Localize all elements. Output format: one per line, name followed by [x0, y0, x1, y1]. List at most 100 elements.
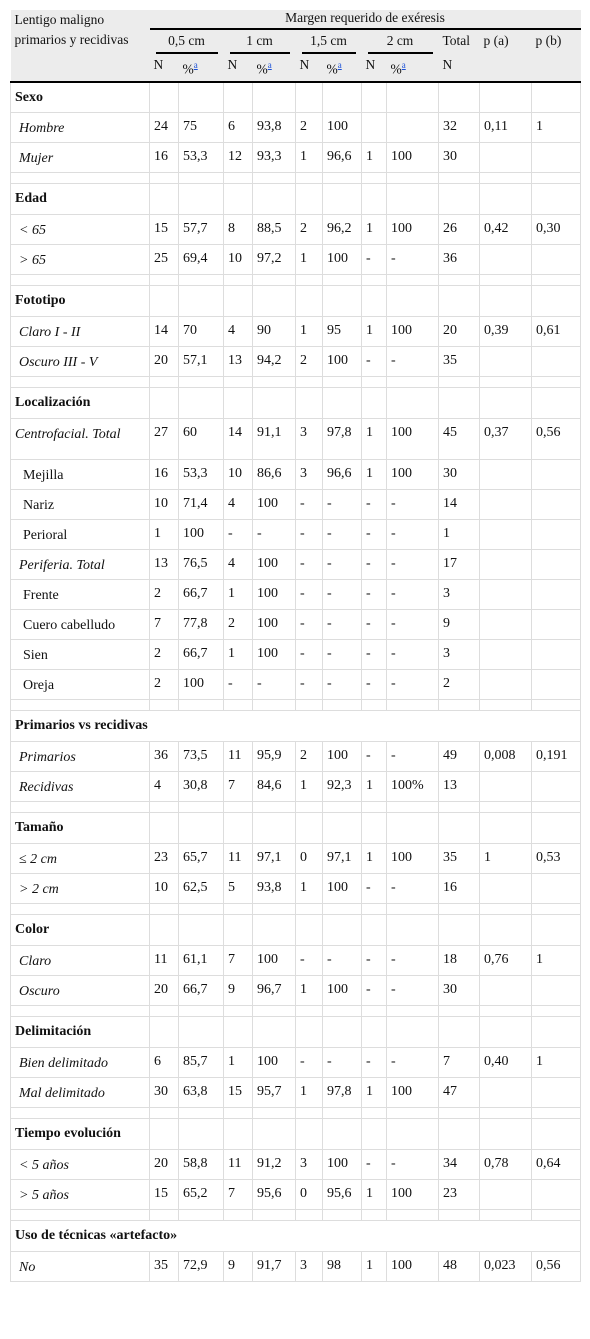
- row-label: Periferia. Total: [10, 549, 150, 580]
- cell-p-b: [531, 873, 582, 904]
- footnote-link[interactable]: a: [267, 60, 272, 70]
- spacer-cell: [361, 903, 387, 915]
- subheader-pb-empty: [531, 54, 581, 83]
- cell-total-n: 30: [438, 975, 480, 1006]
- subheader-total-n: N: [438, 54, 480, 83]
- cell-n-05: 14: [149, 316, 179, 347]
- empty-cell: [223, 81, 253, 113]
- cell-total-n: 26: [438, 214, 480, 245]
- section-header-row: Primarios vs recidivas: [9, 710, 582, 742]
- empty-cell: [223, 1118, 253, 1150]
- spacer-cell: [361, 172, 387, 184]
- empty-cell: [322, 812, 362, 844]
- section-spacer: [10, 172, 582, 184]
- empty-cell: [252, 1016, 296, 1048]
- cell-pct-05: 57,7: [178, 214, 224, 245]
- cell-pct-15: -: [322, 1047, 362, 1078]
- spacer-cell: [295, 699, 323, 711]
- table-row: > 65 25 69,4 10 97,2 1 100- -36: [10, 244, 582, 275]
- cell-pct-2: -: [386, 346, 439, 377]
- cell-n-15: 3: [295, 459, 323, 490]
- empty-cell: [438, 812, 480, 844]
- cell-n-2: -: [361, 579, 387, 610]
- empty-cell: [438, 285, 480, 317]
- empty-cell: [438, 1016, 480, 1048]
- cell-p-b: 0,64: [531, 1149, 582, 1180]
- spacer-cell: [386, 1005, 439, 1017]
- footnote-link[interactable]: a: [193, 60, 198, 70]
- cell-pct-1: 100: [252, 609, 296, 640]
- empty-cell: [149, 81, 179, 113]
- empty-cell: [479, 387, 532, 419]
- spacer-cell: [295, 801, 323, 813]
- table-row: ≤ 2 cm 23 65,7 11 97,1 0 97,1 1 100 35 1 0,53: [10, 843, 582, 874]
- row-label: Oscuro III - V: [10, 346, 150, 377]
- section-header-row: Tamaño: [10, 812, 582, 844]
- empty-cell: [531, 812, 582, 844]
- footnote-link[interactable]: a: [337, 60, 342, 70]
- empty-cell: [438, 81, 480, 113]
- cell-pct-15: -: [322, 639, 362, 670]
- corner-label: Lentigo maligno primarios y recidivas: [10, 10, 150, 54]
- spacer-cell: [10, 274, 150, 286]
- cell-pct-2: 100: [386, 843, 439, 874]
- cell-p-a: [479, 346, 532, 377]
- cell-p-b: 0,191: [531, 741, 582, 772]
- empty-cell: [149, 183, 179, 215]
- cell-p-a: 0,023: [479, 1251, 532, 1282]
- cell-pct-15: 100: [322, 244, 362, 275]
- cell-n-2: -: [361, 1149, 387, 1180]
- spacer-cell: [479, 1005, 532, 1017]
- cell-n-15: -: [295, 609, 323, 640]
- cell-p-b: 0,53: [531, 843, 582, 874]
- spacer-cell: [149, 376, 179, 388]
- empty-cell: [386, 1118, 439, 1150]
- spacer-cell: [361, 274, 387, 286]
- empty-cell: [178, 914, 224, 946]
- spacer-cell: [252, 1209, 296, 1221]
- table-row: Oscuro III - V 20 57,1 13 94,2 2 100- -35: [10, 346, 582, 377]
- spacer-cell: [252, 903, 296, 915]
- cell-n-2: -: [361, 609, 387, 640]
- cell-pct-15: 98: [322, 1251, 362, 1282]
- spacer-cell: [531, 903, 582, 915]
- empty-cell: [178, 183, 224, 215]
- empty-cell: [531, 183, 582, 215]
- cell-pct-2: -: [386, 549, 439, 580]
- footnote-link[interactable]: a: [401, 60, 406, 70]
- spacer-cell: [295, 274, 323, 286]
- cell-n-15: -: [295, 489, 323, 520]
- cell-n-2: -: [361, 549, 387, 580]
- cell-p-b: [531, 244, 582, 275]
- empty-cell: [479, 1016, 532, 1048]
- spacer-cell: [386, 903, 439, 915]
- empty-cell: [178, 1016, 224, 1048]
- empty-cell: [295, 183, 323, 215]
- cell-pct-1: 84,6: [252, 771, 296, 802]
- cell-pct-2: -: [386, 579, 439, 610]
- cell-pct-1: 100: [252, 1047, 296, 1078]
- spacer-cell: [322, 801, 362, 813]
- cell-n-2: -: [361, 519, 387, 550]
- cell-n-15: 1: [295, 142, 323, 173]
- empty-cell: [252, 285, 296, 317]
- empty-cell: [386, 387, 439, 419]
- cell-n-05: 13: [149, 549, 179, 580]
- cell-n-15: 2: [295, 112, 323, 143]
- empty-cell: [223, 1016, 253, 1048]
- cell-n-05: 24: [149, 112, 179, 143]
- cell-n-2: 1: [361, 459, 387, 490]
- empty-cell: [386, 812, 439, 844]
- cell-n-05: 27: [149, 418, 179, 460]
- cell-pct-1: 100: [252, 549, 296, 580]
- cell-total-n: 36: [438, 244, 480, 275]
- cell-total-n: 30: [438, 459, 480, 490]
- spacer-cell: [361, 1107, 387, 1119]
- cell-n-05: 10: [149, 489, 179, 520]
- cell-n-2: 1: [361, 142, 387, 173]
- empty-cell: [361, 812, 387, 844]
- cell-n-1: 1: [223, 1047, 253, 1078]
- cell-n-1: 4: [223, 316, 253, 347]
- cell-total-n: 3: [438, 579, 480, 610]
- spacer-cell: [531, 699, 582, 711]
